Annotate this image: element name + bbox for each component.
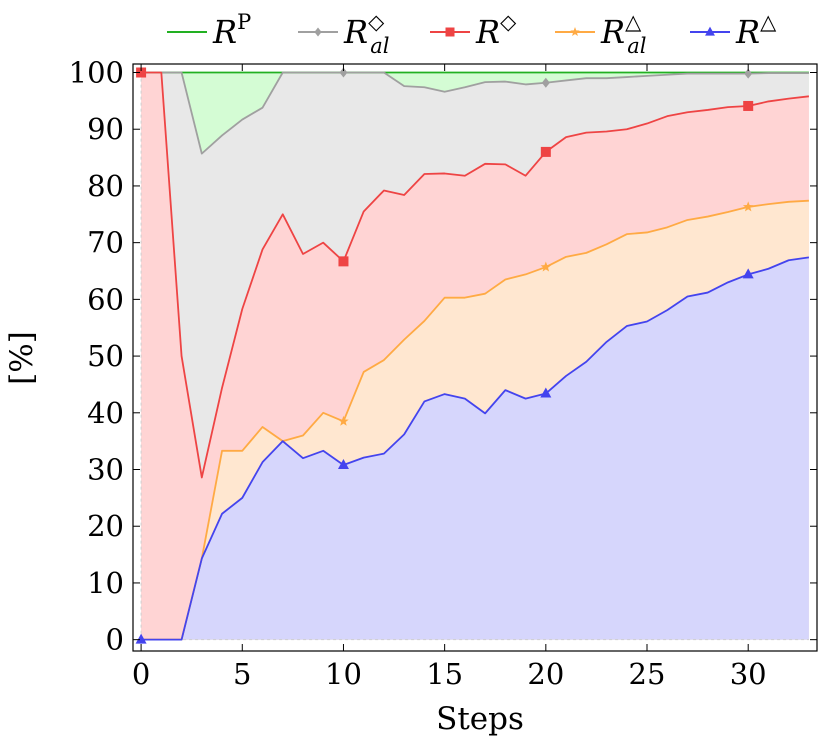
y-tick-label-70: 70 [87,226,124,260]
y-axis-title: [%] [4,331,40,385]
legend-label-1-sub: al [370,34,389,58]
legend-label-0: RP [212,10,251,51]
series-2-line [141,71,810,479]
y-tick-label-40: 40 [87,396,124,430]
legend-marker-4 [705,26,715,36]
series-4-point-30 [742,268,754,279]
series-2-point-0 [136,67,147,78]
axes: 0 5 10 15 20 25 30 0 10 20 30 40 50 60 70 80 90 100 [69,56,818,691]
legend-entry-2: R◇ [430,10,517,51]
legend-label-4: R△ [735,10,777,51]
series-1-line [141,71,809,155]
y-tick-label-50: 50 [87,339,124,373]
series-1-point-20 [541,77,550,88]
series-2-point-20 [540,146,551,157]
legend-marker-3 [570,27,580,36]
x-tick-label-20: 20 [527,657,564,691]
series-4-line [141,256,810,641]
legend-marker-1 [314,27,322,37]
legend-entry-3: R△ al [555,10,647,58]
legend-label-1: R◇ al [343,10,390,58]
x-tick-label-0: 0 [132,657,150,691]
series-3-point-10 [338,415,349,426]
legend-label-1-base: R [343,13,368,51]
y-tick-label-80: 80 [87,169,124,203]
legend-label-2-base: R [475,13,500,51]
x-tick-label-15: 15 [426,657,463,691]
y-tick-label-90: 90 [87,112,124,146]
series-3-point-20 [540,261,552,272]
legend-label-3-sub: al [627,34,646,58]
y-tick-label-20: 20 [87,509,124,543]
y-tick-label-10: 10 [87,566,124,600]
legend-label-3-base: R [600,13,625,51]
x-tick-label-30: 30 [730,657,767,691]
legend-label-0-sup: P [237,10,251,34]
series-1-point-30 [744,68,753,79]
plot-area [135,67,810,644]
legend-label-4-sup: △ [760,10,777,34]
legend-label-3: R△ al [600,10,647,58]
series-3-point-30 [742,201,754,212]
series-4-point-10 [337,458,349,469]
legend-entry-1: R◇ al [298,10,390,58]
series-4-point-20 [540,387,552,398]
legend-label-1-sup: ◇ [368,10,385,34]
series-2-point-30 [743,100,754,111]
y-tick-label-60: 60 [87,282,124,316]
x-tick-label-10: 10 [325,657,362,691]
y-tick-label-0: 0 [106,623,124,657]
series-1-point-10 [339,67,348,78]
x-axis-title: Steps [436,701,524,737]
legend-label-4-base: R [735,13,760,51]
series-3-line [141,199,809,641]
x-tick-label-5: 5 [233,657,251,691]
legend-label-3-sup: △ [625,10,642,34]
legend-marker-2 [445,27,455,37]
series-4-point-0 [135,633,147,644]
legend-label-0-base: R [212,13,237,51]
series-2-point-10 [338,256,349,267]
legend-label-2-sup: ◇ [500,10,517,34]
legend-entry-4: R△ [690,10,777,51]
series-4-area [141,257,809,640]
y-tick-label-30: 30 [87,453,124,487]
legend-label-2: R◇ [475,10,517,51]
y-tick-label-100: 100 [69,56,124,90]
legend-entry-0: RP [167,10,251,51]
legend: RP R◇ al R◇ R△ al R△ [167,10,777,58]
x-tick-label-25: 25 [629,657,666,691]
plot-frame [132,63,818,652]
